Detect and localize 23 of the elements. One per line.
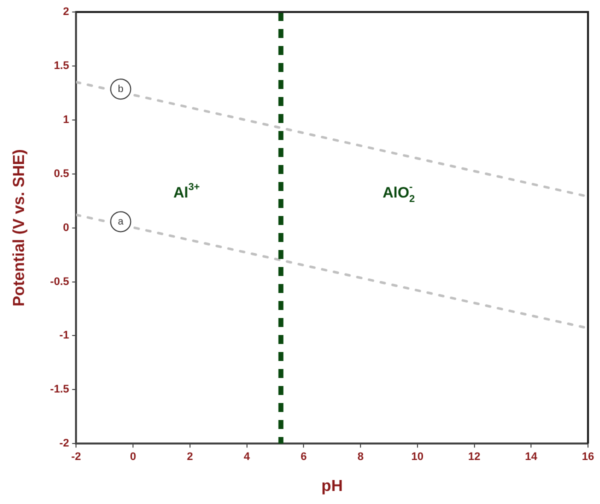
y-tick-label: -0.5 — [50, 276, 70, 288]
y-tick-label: 2 — [63, 6, 70, 18]
y-tick-label: 0 — [63, 222, 70, 234]
x-tick-label: -2 — [71, 451, 82, 464]
x-tick-label: 0 — [130, 451, 136, 464]
x-tick-label: 2 — [186, 451, 193, 464]
y-tick-label: 1 — [63, 114, 70, 126]
x-tick-label: 10 — [411, 451, 424, 464]
x-tick-label: 14 — [525, 451, 538, 464]
y-tick-label: 1.5 — [54, 60, 70, 72]
x-tick-label: 12 — [468, 451, 480, 464]
y-tick-label: 0.5 — [54, 168, 70, 180]
series-label: b — [118, 84, 124, 95]
y-axis-title: Potential (V vs. SHE) — [11, 149, 28, 306]
x-tick-label: 8 — [357, 451, 364, 464]
y-tick-label: -1 — [59, 330, 70, 342]
y-tick-label: -2 — [59, 438, 70, 450]
series-label: a — [118, 216, 124, 228]
x-tick-label: 6 — [300, 451, 307, 464]
x-axis-title: pH — [321, 478, 343, 495]
x-tick-label: 16 — [582, 451, 594, 464]
x-tick-label: 4 — [244, 451, 251, 464]
y-tick-label: -1.5 — [50, 384, 70, 396]
